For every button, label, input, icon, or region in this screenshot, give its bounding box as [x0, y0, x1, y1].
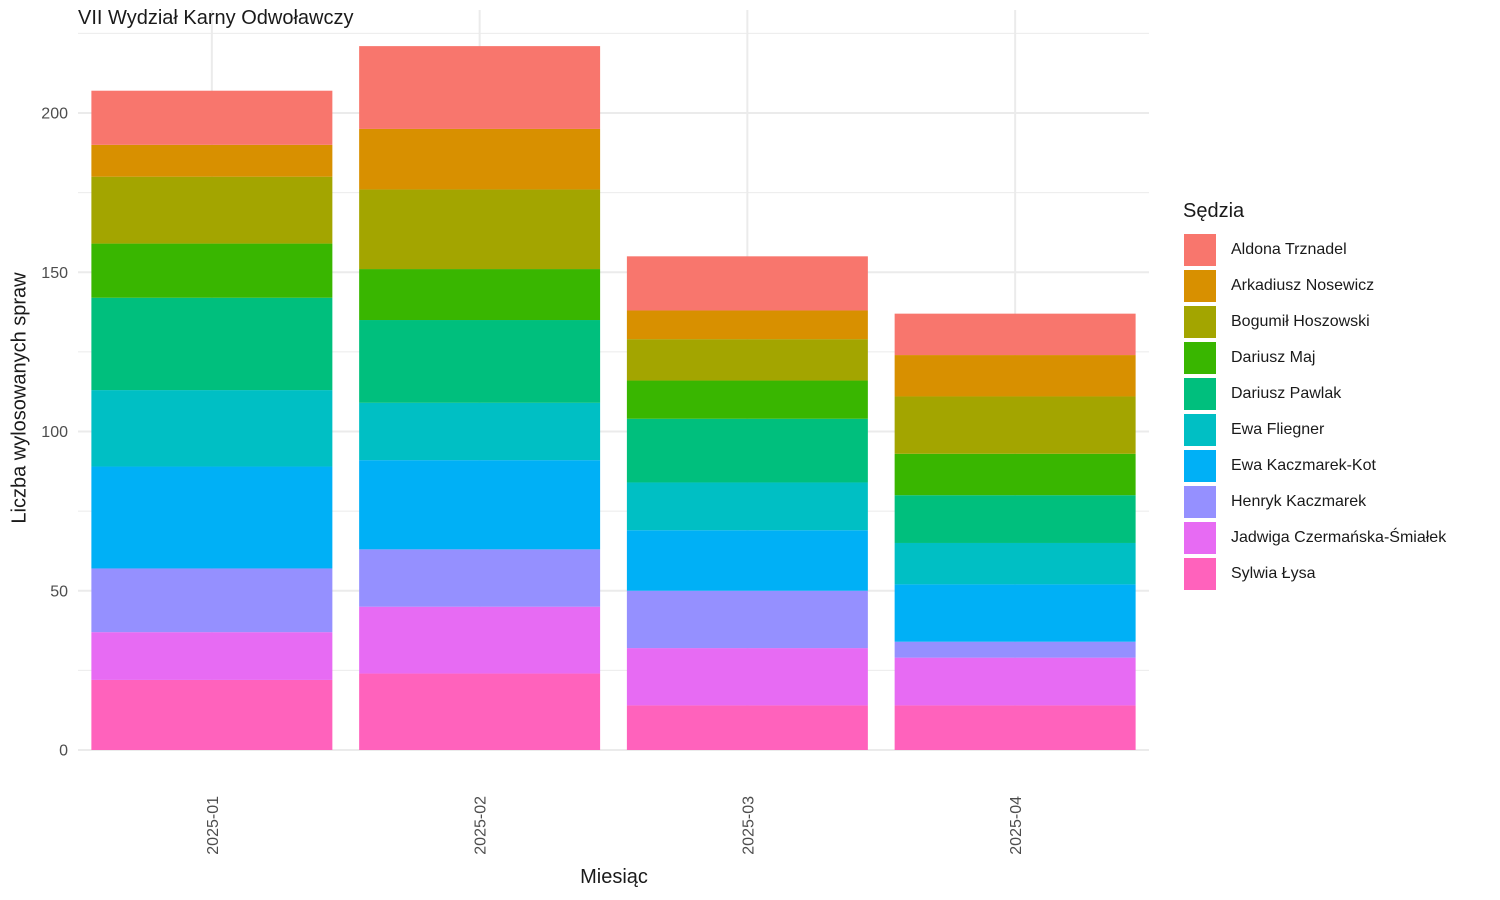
x-tick-label: 2025-03: [740, 796, 757, 855]
y-tick-label: 200: [41, 106, 68, 123]
bar-segment: [91, 632, 333, 680]
bar-segment: [894, 705, 1136, 750]
bar-segment: [894, 542, 1136, 585]
legend-title: Sędzia: [1183, 200, 1245, 222]
bar-segment: [894, 313, 1136, 356]
bar-segment: [894, 641, 1136, 658]
legend-label: Bogumił Hoszowski: [1231, 313, 1370, 330]
legend-item: Henryk Kaczmarek: [1183, 484, 1446, 520]
legend-swatch: [1183, 521, 1217, 555]
bar-segment: [91, 679, 333, 750]
legend-item: Bogumił Hoszowski: [1183, 304, 1446, 340]
bar-segment: [894, 657, 1136, 706]
legend-label: Dariusz Pawlak: [1231, 385, 1342, 402]
bar-segment: [626, 590, 868, 649]
bar-segment: [359, 128, 601, 190]
legend-item: Jadwiga Czermańska-Śmiałek: [1183, 520, 1446, 556]
legend-item: Ewa Kaczmarek-Kot: [1183, 448, 1446, 484]
legend-label: Arkadiusz Nosewicz: [1231, 277, 1375, 294]
legend-item: Dariusz Pawlak: [1183, 376, 1446, 412]
legend-swatch: [1183, 449, 1217, 483]
legend-swatch: [1183, 269, 1217, 303]
bar-segment: [894, 396, 1136, 454]
bar-segment: [359, 402, 601, 461]
legend-label: Dariusz Maj: [1231, 349, 1316, 366]
bar-segment: [91, 297, 333, 391]
bar-segment: [626, 380, 868, 419]
legend-label: Ewa Fliegner: [1231, 421, 1325, 438]
legend-swatch: [1183, 341, 1217, 375]
bar-segment: [91, 144, 333, 177]
bar-segment: [359, 460, 601, 550]
legend-swatch: [1183, 413, 1217, 447]
bar-segment: [894, 495, 1136, 543]
legend-swatch: [1183, 485, 1217, 519]
bar-segment: [626, 256, 868, 311]
bar-segment: [894, 584, 1136, 642]
x-tick-label: 2025-04: [1008, 796, 1025, 855]
legend-items: Aldona Trznadel Arkadiusz Nosewicz Bogumił…: [1183, 232, 1446, 592]
bar-segment: [626, 418, 868, 483]
bar-segment: [359, 673, 601, 750]
x-tick-label: 2025-02: [473, 796, 490, 855]
x-axis-label: Miesiąc: [580, 866, 648, 888]
y-tick-label: 100: [41, 424, 68, 441]
bar-segment: [359, 320, 601, 403]
y-tick-label: 150: [41, 265, 68, 282]
legend: Sędzia Aldona Trznadel Arkadiusz Nosewicz…: [1183, 200, 1446, 592]
x-tick-label: 2025-01: [205, 796, 222, 855]
legend-item: Aldona Trznadel: [1183, 232, 1446, 268]
legend-label: Henryk Kaczmarek: [1231, 493, 1367, 510]
legend-swatch: [1183, 377, 1217, 411]
legend-label: Jadwiga Czermańska-Śmiałek: [1231, 529, 1447, 546]
bar-segment: [91, 90, 333, 145]
y-tick-label: 0: [59, 743, 68, 760]
bar-segment: [626, 705, 868, 750]
bar-segment: [359, 269, 601, 321]
legend-label: Ewa Kaczmarek-Kot: [1231, 457, 1376, 474]
bar-segment: [359, 549, 601, 607]
legend-item: Sylwia Łysa: [1183, 556, 1446, 592]
bar-segment: [91, 176, 333, 244]
bar-segment: [626, 339, 868, 381]
bar-segment: [894, 355, 1136, 397]
legend-swatch: [1183, 233, 1217, 267]
bar-segment: [626, 482, 868, 531]
bar-segment: [359, 606, 601, 674]
legend-item: Ewa Fliegner: [1183, 412, 1446, 448]
legend-item: Arkadiusz Nosewicz: [1183, 268, 1446, 304]
bar-segment: [91, 466, 333, 569]
bar-segment: [626, 530, 868, 591]
bar-segment: [894, 453, 1136, 496]
y-tick-label: 50: [50, 583, 68, 600]
bar-segment: [91, 568, 333, 633]
chart-title: VII Wydział Karny Odwoławczy: [78, 7, 354, 29]
y-axis-label: Liczba wylosowanych spraw: [8, 272, 31, 524]
bar-segment: [359, 189, 601, 270]
bar-segment: [359, 46, 601, 129]
bar-segment: [91, 390, 333, 467]
legend-label: Sylwia Łysa: [1231, 565, 1316, 582]
bar-segment: [626, 310, 868, 340]
legend-item: Dariusz Maj: [1183, 340, 1446, 376]
legend-swatch: [1183, 557, 1217, 591]
legend-swatch: [1183, 305, 1217, 339]
bar-segment: [626, 648, 868, 706]
legend-label: Aldona Trznadel: [1231, 241, 1347, 258]
bar-segment: [91, 243, 333, 298]
